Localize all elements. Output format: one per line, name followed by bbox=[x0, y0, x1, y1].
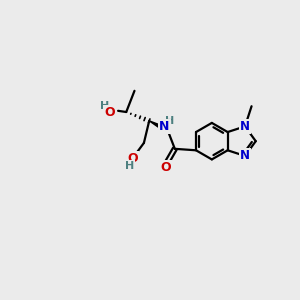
Text: H: H bbox=[165, 116, 174, 126]
Text: H: H bbox=[124, 161, 134, 171]
Text: N: N bbox=[240, 149, 250, 162]
Text: N: N bbox=[240, 120, 250, 133]
Text: O: O bbox=[127, 152, 138, 165]
Text: O: O bbox=[161, 161, 171, 174]
Polygon shape bbox=[149, 121, 167, 132]
Text: H: H bbox=[100, 101, 110, 111]
Text: O: O bbox=[104, 106, 115, 119]
Text: N: N bbox=[159, 120, 170, 133]
